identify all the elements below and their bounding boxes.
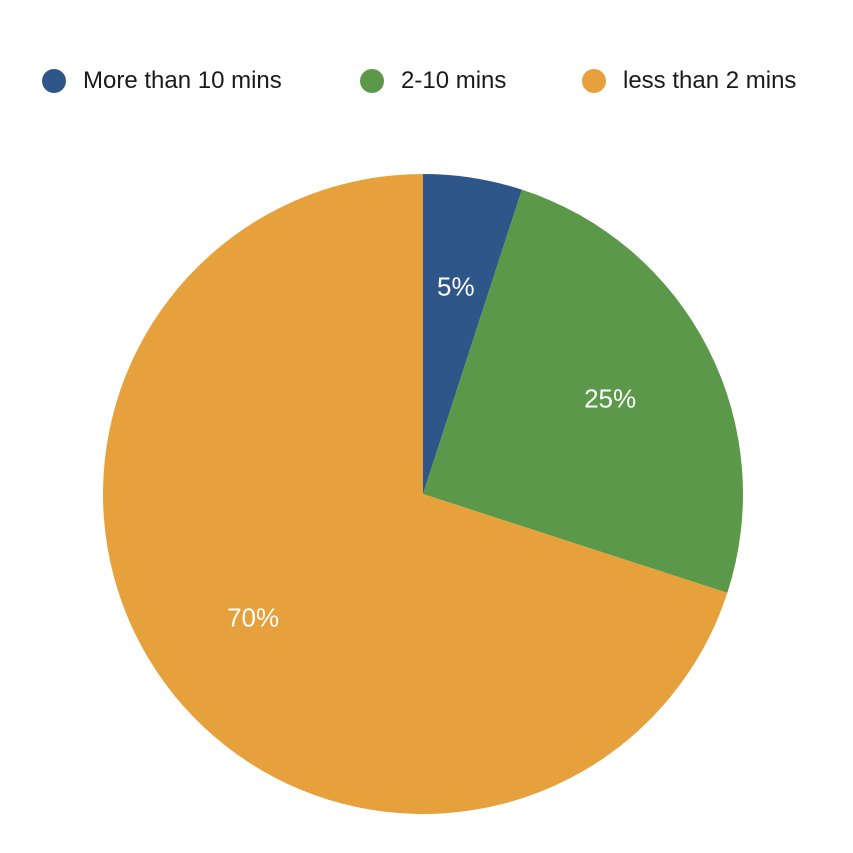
pie-slice-labels: 5% 25% 70% — [227, 272, 636, 633]
legend-label: More than 10 mins — [83, 67, 282, 94]
pie-slice-label: 5% — [437, 272, 475, 302]
legend-label: less than 2 mins — [623, 67, 797, 94]
chart-legend: More than 10 mins 2-10 mins less than 2 … — [0, 66, 853, 96]
legend-swatch-icon — [360, 69, 384, 93]
pie-slice-less-than-2-mins — [103, 174, 728, 815]
pie-slice-more-than-10-mins — [423, 174, 522, 494]
pie-slices — [103, 174, 743, 815]
legend-item-2-10-mins: 2-10 mins — [360, 66, 506, 96]
legend-label: 2-10 mins — [401, 67, 507, 94]
legend-swatch-icon — [42, 69, 66, 93]
pie-slice-2-10-mins — [423, 189, 743, 593]
pie-slice-label: 70% — [227, 602, 279, 632]
legend-item-less-than-2-mins: less than 2 mins — [582, 66, 796, 96]
legend-swatch-icon — [582, 69, 606, 93]
pie-slice-label: 25% — [584, 384, 636, 414]
legend-item-more-than-10-mins: More than 10 mins — [42, 66, 282, 96]
